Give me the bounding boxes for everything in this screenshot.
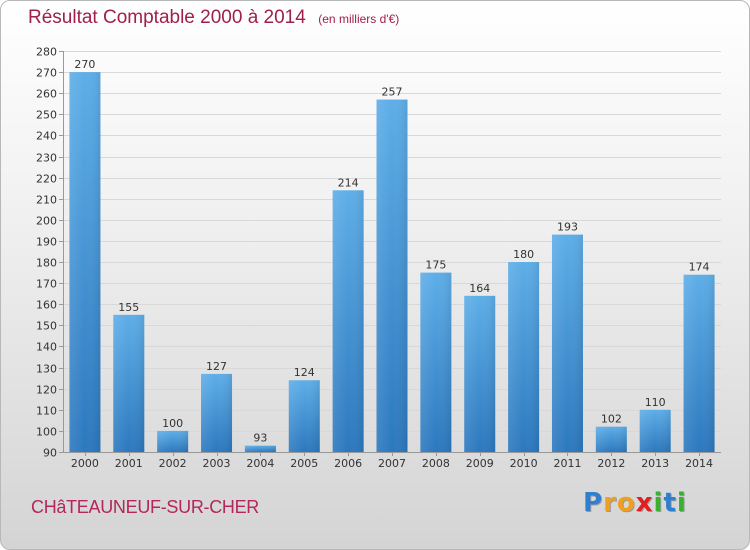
bars (69, 72, 715, 453)
y-tick-label: 250 (36, 109, 57, 122)
bar-shine (332, 190, 364, 452)
value-label: 193 (557, 221, 578, 234)
x-tick-label: 2011 (553, 457, 581, 470)
y-tick-label: 90 (43, 447, 57, 460)
proxiti-logo: Proxiti (583, 488, 687, 518)
chart-title-main: Résultat Comptable 2000 à 2014 (28, 7, 306, 28)
bar-shine (288, 380, 320, 452)
value-label: 164 (469, 282, 490, 295)
x-tick-label: 2000 (71, 457, 99, 470)
value-label: 155 (118, 301, 139, 314)
logo-letter: t (663, 488, 677, 518)
chart-title: Résultat Comptable 2000 à 2014 (en milli… (28, 7, 399, 29)
logo-letter: o (616, 488, 636, 518)
logo-letter: P (583, 488, 604, 518)
x-tick-label: 2012 (597, 457, 625, 470)
y-tick-label: 240 (36, 130, 57, 143)
bar-shine (420, 272, 452, 452)
value-label: 127 (206, 360, 227, 373)
x-tick-label: 2010 (510, 457, 538, 470)
x-tick-label: 2007 (378, 457, 406, 470)
value-label: 93 (253, 432, 267, 445)
logo-letter: x (635, 488, 654, 518)
x-tick-label: 2001 (115, 457, 143, 470)
x-tick-label: 2005 (290, 457, 318, 470)
y-tick-label: 120 (36, 384, 57, 397)
value-label: 214 (338, 176, 359, 189)
value-label: 175 (425, 259, 446, 272)
town-name: CHâTEAUNEUF-SUR-CHER (31, 497, 260, 517)
y-tick-label: 180 (36, 257, 57, 270)
y-tick-label: 110 (36, 405, 57, 418)
y-tick-label: 100 (36, 426, 57, 439)
value-label: 174 (689, 261, 710, 274)
x-tick-label: 2014 (685, 457, 713, 470)
y-tick-label: 140 (36, 341, 57, 354)
bar-shine (595, 426, 627, 452)
y-tick-label: 200 (36, 215, 57, 228)
y-tick-label: 260 (36, 88, 57, 101)
y-tick-label: 230 (36, 152, 57, 165)
bar-shine (244, 445, 276, 452)
y-tick-label: 170 (36, 278, 57, 291)
logo-letter: r (603, 488, 617, 518)
y-axis-ticks: 90 100 110 120 130 140 150 160 170 180 190 200 210 22… (36, 46, 63, 460)
bar-shine (201, 373, 233, 452)
bar-shine (464, 295, 496, 452)
x-tick-label: 2006 (334, 457, 362, 470)
y-tick-label: 130 (36, 363, 57, 376)
x-tick-label: 2008 (422, 457, 450, 470)
y-tick-label: 220 (36, 173, 57, 186)
x-tick-label: 2004 (246, 457, 274, 470)
y-tick-label: 160 (36, 299, 57, 312)
logo-letter: i (653, 488, 664, 518)
x-tick-label: 2009 (466, 457, 494, 470)
bar-shine (551, 234, 583, 452)
y-tick-label: 150 (36, 320, 57, 333)
bar-shine (157, 430, 189, 452)
value-label: 270 (74, 58, 95, 71)
bar-shine (69, 72, 101, 453)
bar-shine (639, 409, 671, 452)
value-labels: 270 155 100 127 93 124 214 257 175 164 180 193 102 11… (74, 58, 709, 445)
value-label: 102 (601, 413, 622, 426)
bar-shine (113, 314, 145, 452)
x-axis-ticks: 2000 2001 2002 2003 2004 2005 2006 2007 2008 2009… (71, 452, 713, 470)
value-label: 257 (382, 86, 403, 99)
value-label: 124 (294, 366, 315, 379)
bar-shine (508, 262, 540, 452)
y-tick-label: 270 (36, 67, 57, 80)
value-label: 100 (162, 417, 183, 430)
y-tick-label: 280 (36, 46, 57, 59)
x-tick-label: 2002 (159, 457, 187, 470)
y-tick-label: 190 (36, 236, 57, 249)
value-label: 110 (645, 396, 666, 409)
y-tick-label: 210 (36, 194, 57, 207)
bar-shine (376, 99, 408, 452)
x-tick-label: 2003 (203, 457, 231, 470)
value-label: 180 (513, 248, 534, 261)
chart-title-unit: (en milliers d'€) (318, 12, 400, 26)
logo-letter: i (676, 488, 687, 518)
bar-shine (683, 274, 715, 452)
x-tick-label: 2013 (641, 457, 669, 470)
